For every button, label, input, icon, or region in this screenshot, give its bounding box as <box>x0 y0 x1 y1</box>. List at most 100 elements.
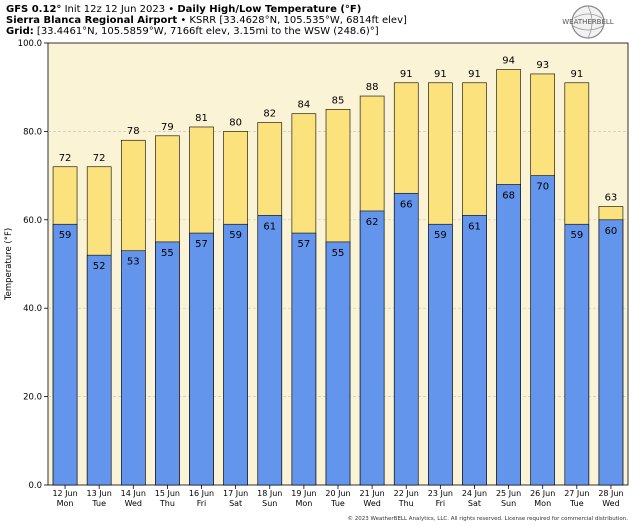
init-time: Init 12z 12 Jun 2023 <box>64 4 166 15</box>
low-temp-bar <box>86 254 112 486</box>
bars: 72 59 72 52 78 53 79 55 81 57 80 59 82 61 84 57 85 55 88 62… <box>52 56 624 486</box>
low-temp-bar <box>428 223 453 486</box>
separator: • <box>180 15 187 26</box>
low-temp-bar <box>257 215 283 486</box>
low-temp-label: 55 <box>161 248 174 259</box>
y-tick-label: 60.0 <box>23 216 42 226</box>
separator: • <box>168 4 175 15</box>
low-temp-label: 59 <box>570 230 583 241</box>
x-tick-date: 20 Jun <box>325 489 350 498</box>
header-line-3: Grid: [33.4461°N, 105.5859°W, 7166ft ele… <box>6 26 379 38</box>
logo-text: WEATHERBELL <box>562 18 614 26</box>
x-tick-day: Mon <box>57 499 74 508</box>
low-temp-bar <box>598 219 624 486</box>
low-temp-label: 70 <box>536 182 549 193</box>
low-temp-bar <box>462 215 487 486</box>
high-temp-label: 88 <box>366 82 379 93</box>
y-axis-label: Temperature (°F) <box>4 228 14 301</box>
x-tick-day: Tue <box>569 499 584 508</box>
station-name: Sierra Blanca Regional Airport <box>6 15 178 26</box>
station-info: KSRR [33.4628°N, 105.535°W, 6814ft elev] <box>189 15 407 26</box>
high-temp-label: 72 <box>93 153 106 164</box>
x-tick-date: 16 Jun <box>189 489 214 498</box>
x-tick-date: 21 Jun <box>360 489 385 498</box>
low-temp-bar <box>564 223 590 486</box>
header-line-1: GFS 0.12° Init 12z 12 Jun 2023 • Daily H… <box>6 4 361 16</box>
x-tick-date: 24 Jun <box>462 489 487 498</box>
low-temp-label: 60 <box>605 226 618 237</box>
x-tick-date: 28 Jun <box>598 489 623 498</box>
y-tick-label: 100.0 <box>18 39 42 49</box>
x-tick-date: 17 Jun <box>223 489 248 498</box>
x-tick-day: Tue <box>330 499 345 508</box>
x-tick-day: Fri <box>436 499 446 508</box>
low-temp-bar <box>189 232 214 486</box>
low-temp-label: 59 <box>59 230 72 241</box>
low-temp-label: 68 <box>502 190 515 201</box>
x-tick-date: 22 Jun <box>394 489 419 498</box>
high-temp-label: 80 <box>229 117 242 128</box>
x-tick-day: Wed <box>363 499 380 508</box>
x-tick-day: Sun <box>262 499 277 508</box>
x-tick-date: 13 Jun <box>87 489 112 498</box>
low-temp-bar <box>120 250 146 486</box>
x-tick-day: Sat <box>229 499 242 508</box>
x-tick-date: 27 Jun <box>564 489 589 498</box>
low-temp-label: 66 <box>400 199 413 210</box>
high-temp-label: 91 <box>434 69 447 80</box>
high-temp-label: 72 <box>59 153 72 164</box>
low-temp-bar <box>291 232 317 486</box>
high-temp-label: 81 <box>195 113 208 124</box>
x-tick-date: 14 Jun <box>121 489 146 498</box>
model-name: GFS 0.12° <box>6 4 62 15</box>
low-temp-bar <box>155 241 180 486</box>
low-temp-label: 59 <box>434 230 447 241</box>
low-temp-label: 57 <box>195 239 208 250</box>
low-temp-bar <box>325 241 351 486</box>
x-tick-day: Fri <box>197 499 207 508</box>
x-tick-date: 23 Jun <box>428 489 453 498</box>
x-tick-date: 26 Jun <box>530 489 555 498</box>
high-temp-label: 63 <box>605 193 618 204</box>
x-tick-date: 12 Jun <box>52 489 77 498</box>
high-temp-label: 85 <box>332 95 345 106</box>
low-temp-bar <box>52 223 78 486</box>
low-temp-label: 53 <box>127 257 140 268</box>
x-tick-day: Tue <box>91 499 106 508</box>
low-temp-bar <box>393 192 419 486</box>
low-temp-label: 59 <box>229 230 242 241</box>
high-temp-label: 82 <box>263 109 276 120</box>
copyright-footer: © 2023 WeatherBELL Analytics, LLC. All r… <box>347 516 628 522</box>
x-tick-day: Mon <box>534 499 551 508</box>
x-tick-day: Mon <box>295 499 312 508</box>
grid-info: [33.4461°N, 105.5859°W, 7166ft elev, 3.1… <box>36 26 379 37</box>
low-temp-label: 62 <box>366 217 379 228</box>
x-tick-day: Sat <box>468 499 481 508</box>
y-tick-label: 20.0 <box>23 393 42 403</box>
high-temp-label: 79 <box>161 122 174 133</box>
globe-lines <box>572 5 604 39</box>
weatherbell-logo: WEATHERBELL <box>562 5 614 39</box>
low-temp-bar <box>496 184 521 486</box>
x-tick-date: 25 Jun <box>496 489 521 498</box>
x-tick-date: 18 Jun <box>257 489 282 498</box>
y-tick-label: 80.0 <box>23 127 42 137</box>
low-temp-bar <box>359 210 385 486</box>
y-tick-label: 40.0 <box>23 304 42 314</box>
high-temp-label: 91 <box>570 69 583 80</box>
high-temp-label: 94 <box>502 56 515 67</box>
low-temp-bar <box>223 223 248 486</box>
low-temp-label: 61 <box>263 221 276 232</box>
x-tick-day: Wed <box>125 499 142 508</box>
low-temp-label: 57 <box>298 239 311 250</box>
high-temp-label: 91 <box>400 69 413 80</box>
x-tick-day: Sun <box>501 499 516 508</box>
x-tick-date: 19 Jun <box>291 489 316 498</box>
high-temp-label: 91 <box>468 69 481 80</box>
y-tick-label: 0.0 <box>28 481 42 491</box>
x-tick-day: Thu <box>398 499 414 508</box>
high-temp-label: 84 <box>298 100 311 111</box>
x-tick-day: Wed <box>602 499 619 508</box>
x-tick-date: 15 Jun <box>155 489 180 498</box>
